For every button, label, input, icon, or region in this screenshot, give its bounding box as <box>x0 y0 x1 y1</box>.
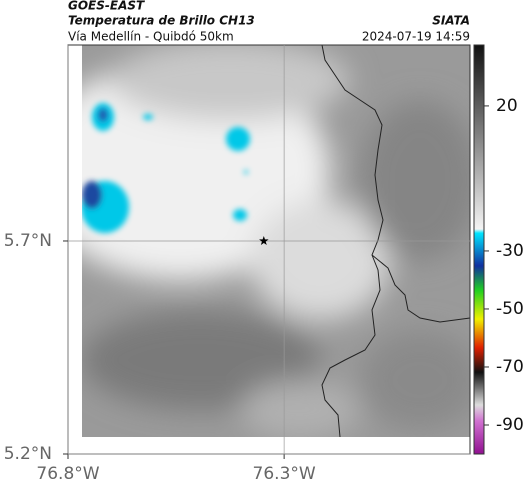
title: Temperatura de Brillo CH13 <box>68 14 255 28</box>
colorbar-tick-label: 20 <box>496 96 518 116</box>
location-marker <box>259 236 269 245</box>
y-tick-label: 5.2°N <box>4 444 52 464</box>
colorbar-tick-label: -50 <box>496 299 524 319</box>
x-tick-label: 76.8°W <box>36 464 99 484</box>
x-tick-label: 76.3°W <box>253 464 316 484</box>
location: Vía Medellín - Quibdó 50km <box>68 30 234 44</box>
colorbar-tick-label: -70 <box>496 357 524 377</box>
colorbar <box>473 44 485 455</box>
border-line <box>321 44 471 438</box>
datetime: 2024-07-19 14:59 <box>362 30 470 44</box>
y-tick-label: 5.7°N <box>4 231 52 251</box>
agency: SIATA <box>432 14 470 28</box>
colorbar-tick-label: -30 <box>496 241 524 261</box>
satellite-image <box>82 45 470 437</box>
source: GOES-EAST <box>68 0 145 13</box>
colorbar-tick-label: -90 <box>496 415 524 435</box>
